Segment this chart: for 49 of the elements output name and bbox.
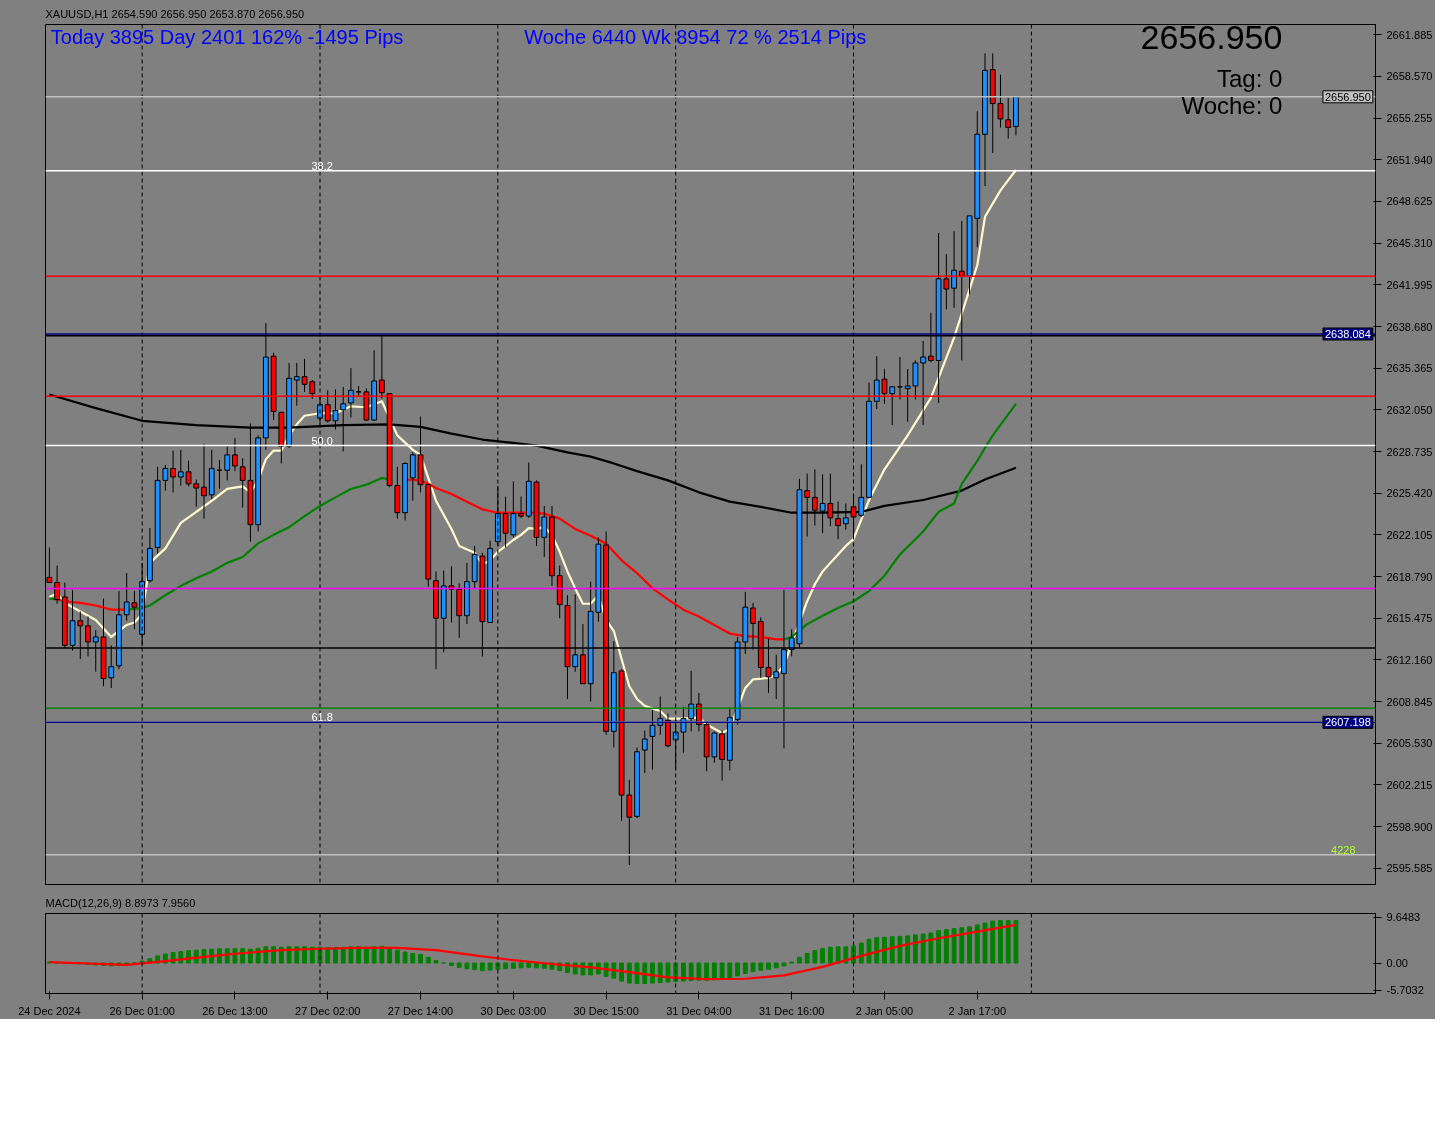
x-tick-label: 27 Dec 14:00 bbox=[387, 1004, 454, 1017]
y-tick-label: 2608.845 bbox=[1386, 695, 1433, 708]
ref-line-label: 2607.198 bbox=[1324, 716, 1371, 729]
ref-line-label: 2638.084 bbox=[1324, 328, 1371, 340]
chart-title: XAUUSD,H1 2654.590 2656.950 2653.870 2656.950 bbox=[45, 7, 305, 20]
y-tick-label: 2645.310 bbox=[1386, 237, 1433, 250]
x-tick-label: 30 Dec 03:00 bbox=[480, 1004, 547, 1017]
y-tick-label: 2612.160 bbox=[1386, 653, 1433, 666]
x-tick-label: 2 Jan 17:00 bbox=[948, 1004, 1007, 1017]
x-tick-label: 31 Dec 16:00 bbox=[758, 1004, 825, 1017]
annotation: 50.0 bbox=[311, 434, 333, 447]
y-tick-label: 2641.995 bbox=[1386, 278, 1433, 291]
x-tick-label: 26 Dec 01:00 bbox=[109, 1004, 175, 1017]
ref-line-label: 2656.950 bbox=[1324, 90, 1371, 103]
y-tick-label: 2661.885 bbox=[1386, 28, 1433, 41]
annotation: Today 3895 Day 2401 162% -1495 Pips bbox=[50, 26, 404, 49]
y-tick-label: 2622.105 bbox=[1386, 528, 1433, 541]
y-tick-label: 2632.050 bbox=[1386, 403, 1433, 416]
y-tick-label: 2638.680 bbox=[1386, 320, 1433, 333]
y-tick-label: 2648.625 bbox=[1386, 195, 1433, 208]
y-tick-label: 2655.255 bbox=[1386, 112, 1433, 125]
y-tick-label: 2595.585 bbox=[1386, 862, 1433, 875]
y-tick-label: 2598.900 bbox=[1386, 820, 1433, 833]
annotation: 61.8 bbox=[311, 711, 333, 724]
y-tick-label: 2635.365 bbox=[1386, 362, 1433, 375]
x-tick-label: 24 Dec 2024 bbox=[18, 1004, 81, 1017]
annotation: Woche: 0 bbox=[1181, 92, 1283, 120]
annotation: 4228 bbox=[1331, 843, 1356, 856]
x-tick-label: 30 Dec 15:00 bbox=[573, 1004, 639, 1017]
y-tick-label: 9.6483 bbox=[1386, 911, 1421, 924]
x-tick-label: 2 Jan 05:00 bbox=[855, 1004, 914, 1017]
y-tick-label: 2658.570 bbox=[1386, 70, 1433, 83]
y-tick-label: 2618.790 bbox=[1386, 570, 1433, 583]
annotation: Woche 6440 Wk 8954 72 % 2514 Pips bbox=[524, 26, 867, 49]
y-tick-label: 0.00 bbox=[1386, 957, 1408, 970]
y-tick-label: 2651.940 bbox=[1386, 153, 1433, 166]
y-tick-label: 2628.735 bbox=[1386, 445, 1433, 458]
x-tick-label: 27 Dec 02:00 bbox=[295, 1004, 361, 1017]
annotation: Tag: 0 bbox=[1217, 64, 1283, 92]
y-tick-label: 2615.475 bbox=[1386, 612, 1433, 625]
chart-title: MACD(12,26,9) 8.8973 7.9560 bbox=[45, 896, 196, 909]
x-tick-label: 31 Dec 04:00 bbox=[666, 1004, 732, 1017]
annotation: 2656.950 bbox=[1140, 18, 1283, 57]
y-tick-label: 2602.215 bbox=[1386, 778, 1433, 791]
y-tick-label: 2605.530 bbox=[1386, 737, 1433, 750]
x-tick-label: 26 Dec 13:00 bbox=[202, 1004, 268, 1017]
annotation: 38.2 bbox=[311, 159, 333, 172]
y-tick-label: -5.7032 bbox=[1386, 984, 1424, 997]
y-tick-label: 2625.420 bbox=[1386, 487, 1433, 500]
